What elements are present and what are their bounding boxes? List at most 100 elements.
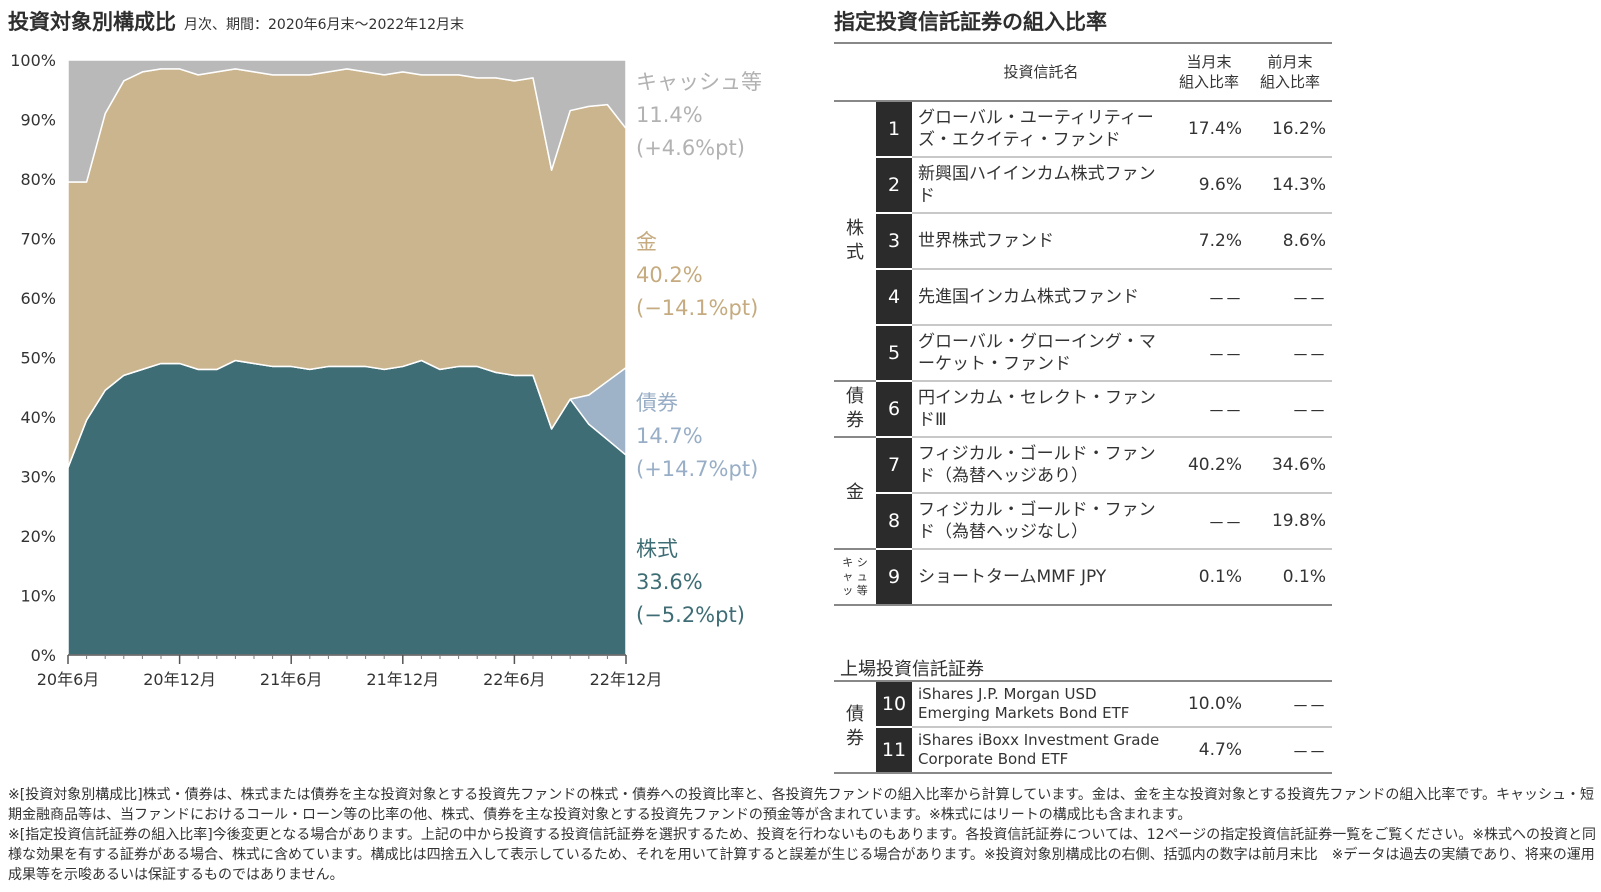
y-tick-label: 70% [20,230,56,249]
legend-value: 11.4% [636,103,703,127]
y-axis-ticks: 0% 10% 20% 30% 40% 50% 60% 70% 80% 90% 100% [10,51,56,665]
y-tick-label: 80% [20,170,56,189]
legend-change: (+14.7%pt) [636,457,759,481]
previous-ratio: 16.2% [1248,101,1332,158]
fund-number: 6 [876,381,912,438]
area-series-株式 [67,359,627,656]
previous-ratio: 0.1% [1248,549,1332,606]
footnote-composition: ※[投資対象別構成比]株式・債券は、株式または債券を主な投資対象とする投資先ファ… [8,787,1595,823]
table-row: 8 フィジカル・ゴールド・ファンド（為替ヘッジなし） －－ 19.8% [834,493,1332,550]
stacked-area-chart: 0%10%20%30%40%50%60%70%80%90%100% 20年6月 2… [10,51,663,689]
table-row: 金 7 フィジカル・ゴールド・ファンド（為替ヘッジあり） 40.2% 34.6% [834,437,1332,550]
area-series [67,59,627,656]
previous-ratio: －－ [1248,381,1332,438]
table-row: 債 券 10 iShares J.P. Morgan USD Emerging … [834,681,1332,774]
fund-number: 11 [876,727,912,774]
current-ratio: 10.0% [1170,681,1248,728]
footnote-designated: ※[指定投資信託証券の組入比率]今後変更となる場合があります。上記の中から投資す… [8,827,1596,883]
y-tick-label: 90% [20,111,56,130]
fund-number: 3 [876,213,912,270]
table-row: 11 iShares iBoxx Investment Grade Corpor… [834,727,1332,774]
fund-name: 新興国ハイインカム株式ファンド [912,157,1170,214]
x-tick-label: 20年12月 [143,670,216,689]
fund-name: フィジカル・ゴールド・ファンド（為替ヘッジあり） [912,437,1170,494]
listed-funds-title: 上場投資信託証券 [840,659,984,680]
fund-name: 円インカム・セレクト・ファンドⅢ [912,381,1170,438]
table-row: 5 グローバル・グローイング・マーケット・ファンド －－ －－ [834,325,1332,382]
legend-change: (−14.1%pt) [636,296,759,320]
legend-entry: キャッシュ等 11.4% (+4.6%pt) [636,66,762,165]
category-gold: 金 [834,437,876,550]
category-bond: 債 券 [834,681,876,774]
legend-name: 株式 [636,537,678,561]
category-bond: 債 券 [834,381,876,438]
fund-name: iShares J.P. Morgan USD Emerging Markets… [912,681,1170,728]
footnotes: ※[投資対象別構成比]株式・債券は、株式または債券を主な投資対象とする投資先ファ… [8,785,1598,885]
legend-value: 33.6% [636,570,703,594]
y-tick-label: 30% [20,468,56,487]
fund-number: 7 [876,437,912,494]
previous-ratio: 34.6% [1248,437,1332,494]
fund-name: ショートタームMMF JPY [912,549,1170,606]
previous-ratio: －－ [1248,325,1332,382]
category-cash: キ シ ャ ュ ッ 等 [834,549,876,606]
current-ratio: 9.6% [1170,157,1248,214]
table-header-row: 投資信託名 当月末 組入比率 前月末 組入比率 [834,43,1332,102]
header-previous-ratio: 前月末 組入比率 [1248,43,1332,102]
current-ratio: －－ [1170,493,1248,550]
fund-name: 世界株式ファンド [912,213,1170,270]
fund-name: グローバル・ユーティリティーズ・エクイティ・ファンド [912,101,1170,158]
header-fund-name: 投資信託名 [912,43,1170,102]
current-ratio: －－ [1170,381,1248,438]
table-row: 株 式 1 グローバル・ユーティリティーズ・エクイティ・ファンド 17.4% 1… [834,101,1332,382]
fund-name: グローバル・グローイング・マーケット・ファンド [912,325,1170,382]
legend-name: 金 [636,230,657,254]
legend-entry: 債券 14.7% (+14.7%pt) [636,387,758,486]
table-row: 3 世界株式ファンド 7.2% 8.6% [834,213,1332,270]
category-stock: 株 式 [834,101,876,382]
previous-ratio: 8.6% [1248,213,1332,270]
table-row: 4 先進国インカム株式ファンド －－ －－ [834,269,1332,326]
y-tick-label: 0% [31,646,56,665]
previous-ratio: －－ [1248,269,1332,326]
table-row: 債 券 6 円インカム・セレクト・ファンドⅢ －－ －－ [834,381,1332,438]
chart-subtitle: 月次、期間：2020年6月末～2022年12月末 [184,17,464,33]
previous-ratio: －－ [1248,681,1332,728]
area-series-キャッシュ等 [67,59,627,183]
legend-entry: 株式 33.6% (−5.2%pt) [636,533,745,632]
y-tick-label: 10% [20,587,56,606]
legend-value: 40.2% [636,263,703,287]
current-ratio: －－ [1170,325,1248,382]
legend-entry: 金 40.2% (−14.1%pt) [636,226,758,325]
current-ratio: 0.1% [1170,549,1248,606]
fund-number: 4 [876,269,912,326]
previous-ratio: 14.3% [1248,157,1332,214]
fund-name: フィジカル・ゴールド・ファンド（為替ヘッジなし） [912,493,1170,550]
listed-funds-table: 債 券 10 iShares J.P. Morgan USD Emerging … [834,680,1332,774]
chart-title: 投資対象別構成比 月次、期間：2020年6月末～2022年12月末 [8,6,464,36]
y-tick-label: 100% [10,51,56,70]
fund-number: 10 [876,681,912,728]
legend-change: (+4.6%pt) [636,136,745,160]
legend-value: 14.7% [636,424,703,448]
y-tick-label: 50% [20,349,56,368]
y-tick-label: 40% [20,408,56,427]
table-row: 2 新興国ハイインカム株式ファンド 9.6% 14.3% [834,157,1332,214]
current-ratio: 7.2% [1170,213,1248,270]
fund-number: 5 [876,325,912,382]
y-tick-label: 20% [20,527,56,546]
x-tick-label: 21年6月 [260,670,323,689]
x-axis: 20年6月 20年12月 21年6月 21年12月 22年6月 22年12月 [37,654,663,689]
current-ratio: 4.7% [1170,727,1248,774]
table-title: 指定投資信託証券の組入比率 [834,10,1107,34]
fund-name: 先進国インカム株式ファンド [912,269,1170,326]
legend-change: (−5.2%pt) [636,603,745,627]
x-tick-label: 22年6月 [483,670,546,689]
previous-ratio: －－ [1248,727,1332,774]
current-ratio: 40.2% [1170,437,1248,494]
y-tick-label: 60% [20,289,56,308]
header-number [876,43,912,102]
fund-name: iShares iBoxx Investment Grade Corporate… [912,727,1170,774]
x-tick-label: 22年12月 [590,670,663,689]
fund-number: 9 [876,549,912,606]
